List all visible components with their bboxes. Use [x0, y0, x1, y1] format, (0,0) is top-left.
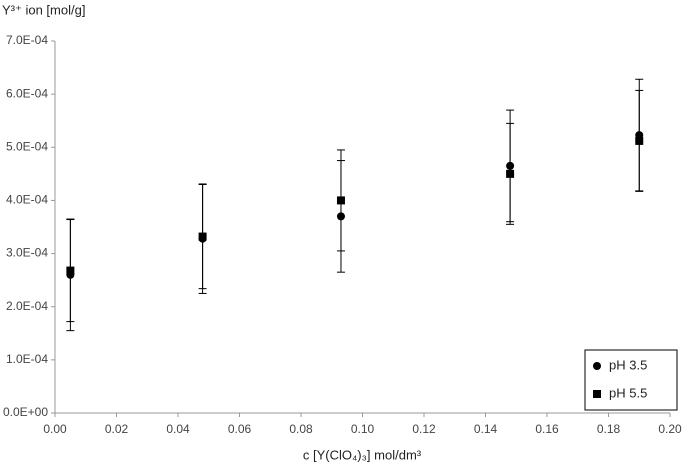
- marker-square: [635, 136, 644, 145]
- y-tick-label: 3.0E-04: [6, 246, 48, 260]
- x-tick-label: 0.04: [166, 422, 190, 436]
- x-tick-label: 0.16: [535, 422, 559, 436]
- marker-square: [198, 232, 207, 241]
- x-tick-label: 0.08: [289, 422, 313, 436]
- marker-square: [66, 266, 75, 275]
- x-tick-label: 0.10: [351, 422, 375, 436]
- legend-label: pH 5.5: [609, 385, 647, 400]
- x-tick-label: 0.02: [105, 422, 129, 436]
- x-tick-label: 0.00: [43, 422, 67, 436]
- x-tick-label: 0.06: [228, 422, 252, 436]
- y-tick-label: 1.0E-04: [6, 352, 48, 366]
- y-tick-label: 2.0E-04: [6, 299, 48, 313]
- marker-circle: [506, 161, 515, 170]
- marker-circle: [593, 362, 601, 370]
- x-tick-label: 0.18: [597, 422, 621, 436]
- x-axis-title: c [Y(ClO₄)₃] mol/dm³: [303, 447, 422, 462]
- x-tick-label: 0.14: [474, 422, 498, 436]
- x-tick-label: 0.12: [412, 422, 436, 436]
- legend-label: pH 3.5: [609, 357, 647, 372]
- y-tick-label: 6.0E-04: [6, 86, 48, 100]
- y-tick-label: 5.0E-04: [6, 139, 48, 153]
- marker-circle: [336, 212, 345, 221]
- marker-square: [506, 169, 515, 178]
- x-tick-label: 0.20: [658, 422, 682, 436]
- y-tick-label: 0.0E+00: [3, 405, 48, 419]
- y-tick-label: 4.0E-04: [6, 193, 48, 207]
- y-tick-label: 7.0E-04: [6, 33, 48, 47]
- marker-square: [336, 196, 345, 205]
- marker-square: [593, 390, 601, 398]
- y-axis-title: Y³⁺ ion [mol/g]: [2, 2, 85, 17]
- legend-box: [584, 349, 678, 411]
